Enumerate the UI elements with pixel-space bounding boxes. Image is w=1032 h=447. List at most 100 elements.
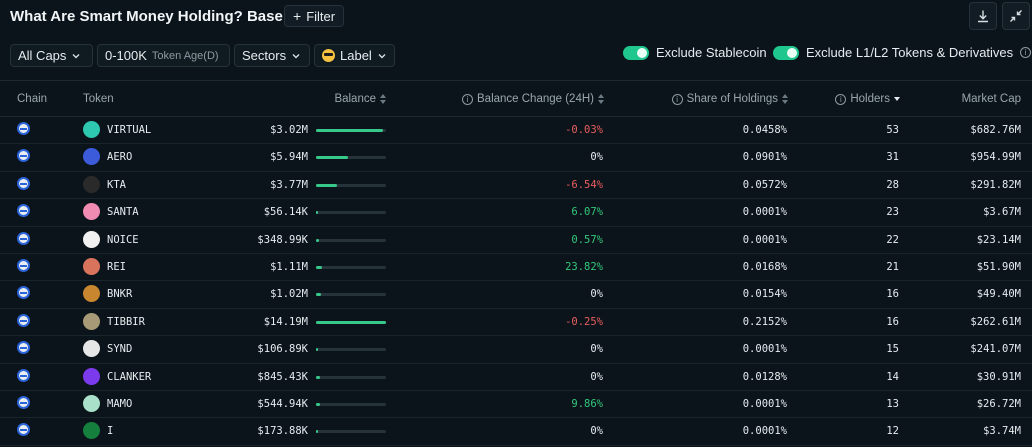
balance-bar-fill bbox=[316, 266, 322, 269]
table-row[interactable]: MAMO $544.94K 9.86% 0.0001% 13 $26.72M bbox=[0, 391, 1032, 419]
table-row[interactable]: NOICE $348.99K 0.57% 0.0001% 22 $23.14M bbox=[0, 227, 1032, 254]
table-row[interactable]: BNKR $1.02M 0% 0.0154% 16 $49.40M bbox=[0, 281, 1032, 309]
label-select[interactable]: Label bbox=[314, 44, 395, 67]
token-age-value: 0-100K bbox=[105, 48, 147, 63]
column-token: Token bbox=[83, 93, 114, 105]
exclude-stablecoin-control: Exclude Stablecoin bbox=[623, 45, 767, 60]
sort-icon bbox=[380, 94, 386, 104]
token-symbol[interactable]: SANTA bbox=[107, 206, 139, 219]
caps-select[interactable]: All Caps bbox=[10, 44, 93, 67]
holders-value: 23 bbox=[886, 206, 899, 219]
balance-change-value: 23.82% bbox=[565, 261, 603, 273]
table-row[interactable]: TIBBIR $14.19M -0.25% 0.2152% 16 $262.61… bbox=[0, 309, 1032, 337]
chevron-down-icon bbox=[378, 53, 386, 58]
token-age-select[interactable]: 0-100K Token Age(D) bbox=[97, 44, 230, 67]
column-market-cap-label: Market Cap bbox=[961, 93, 1021, 105]
share-value: 0.0001% bbox=[742, 425, 787, 438]
table-row[interactable]: KTA $3.77M -6.54% 0.0572% 28 $291.82M bbox=[0, 172, 1032, 200]
table-row[interactable]: VIRTUAL $3.02M -0.03% 0.0458% 53 $682.76… bbox=[0, 117, 1032, 145]
token-symbol[interactable]: BNKR bbox=[107, 288, 133, 301]
table-row[interactable]: CLANKER $845.43K 0% 0.0128% 14 $30.91M bbox=[0, 364, 1032, 391]
balance-value: $1.11M bbox=[270, 261, 308, 273]
column-balance[interactable]: Balance bbox=[334, 93, 386, 105]
market-cap-value: $23.14M bbox=[976, 233, 1021, 246]
balance-bar bbox=[316, 156, 386, 160]
balance-bar bbox=[316, 238, 386, 242]
balance-value: $106.89K bbox=[257, 343, 308, 356]
base-chain-icon bbox=[17, 176, 30, 190]
info-icon[interactable]: i bbox=[1020, 47, 1032, 58]
share-value: 0.0572% bbox=[742, 178, 787, 191]
token-symbol[interactable]: TIBBIR bbox=[107, 315, 145, 328]
token-symbol[interactable]: NOICE bbox=[107, 233, 139, 246]
sectors-select[interactable]: Sectors bbox=[234, 44, 310, 67]
balance-change-value: -6.54% bbox=[565, 178, 603, 191]
balance-value: $56.14K bbox=[263, 206, 308, 219]
token-symbol[interactable]: MAMO bbox=[107, 398, 133, 410]
market-cap-value: $51.90M bbox=[976, 261, 1021, 273]
token-symbol[interactable]: I bbox=[107, 425, 114, 438]
balance-bar bbox=[316, 403, 386, 406]
page-header: What Are Smart Money Holding? Base + Fil… bbox=[0, 0, 1032, 34]
balance-change-value: 0% bbox=[590, 343, 603, 356]
balance-value: $3.77M bbox=[270, 178, 308, 191]
sort-icon bbox=[782, 94, 788, 104]
token-symbol[interactable]: CLANKER bbox=[107, 370, 152, 383]
market-cap-value: $682.76M bbox=[970, 124, 1021, 136]
balance-bar-fill bbox=[316, 293, 321, 297]
market-cap-value: $241.07M bbox=[970, 343, 1021, 356]
column-holders-label: Holders bbox=[850, 93, 890, 105]
exclude-stablecoin-toggle[interactable] bbox=[623, 45, 649, 60]
market-cap-value: $3.67M bbox=[983, 206, 1021, 219]
column-share[interactable]: i Share of Holdings bbox=[671, 93, 788, 105]
exclude-l1l2-toggle[interactable] bbox=[773, 45, 799, 60]
table-row[interactable]: SYND $106.89K 0% 0.0001% 15 $241.07M bbox=[0, 336, 1032, 364]
table-row[interactable]: SANTA $56.14K 6.07% 0.0001% 23 $3.67M bbox=[0, 199, 1032, 227]
balance-bar bbox=[316, 320, 386, 324]
column-share-label: Share of Holdings bbox=[686, 93, 778, 105]
token-logo-icon bbox=[83, 285, 100, 303]
table-row[interactable]: REI $1.11M 23.82% 0.0168% 21 $51.90M bbox=[0, 254, 1032, 282]
market-cap-value: $3.74M bbox=[983, 425, 1021, 438]
column-balance-change[interactable]: i Balance Change (24H) bbox=[462, 93, 604, 105]
download-button[interactable] bbox=[969, 2, 997, 30]
filter-button[interactable]: + Filter bbox=[284, 5, 345, 27]
balance-change-value: 6.07% bbox=[571, 206, 603, 219]
share-value: 0.0458% bbox=[742, 124, 787, 136]
base-chain-icon bbox=[17, 313, 30, 327]
info-icon[interactable]: i bbox=[835, 93, 847, 105]
info-icon[interactable]: i bbox=[671, 93, 683, 105]
balance-change-value: 0% bbox=[590, 151, 603, 164]
holders-value: 53 bbox=[886, 124, 899, 136]
exclude-l1l2-label: Exclude L1/L2 Tokens & Derivatives bbox=[806, 45, 1014, 60]
token-symbol[interactable]: KTA bbox=[107, 178, 126, 191]
token-symbol[interactable]: SYND bbox=[107, 343, 133, 356]
column-market-cap[interactable]: Market Cap bbox=[962, 93, 1021, 105]
collapse-button[interactable] bbox=[1002, 2, 1030, 30]
token-logo-icon bbox=[83, 258, 100, 275]
filter-controls: All Caps 0-100K Token Age(D) Sectors Lab… bbox=[0, 44, 1032, 68]
token-logo-icon bbox=[83, 148, 100, 166]
token-symbol[interactable]: VIRTUAL bbox=[107, 124, 152, 136]
chevron-down-icon bbox=[292, 53, 300, 58]
token-symbol[interactable]: AERO bbox=[107, 151, 133, 164]
table-row[interactable]: AERO $5.94M 0% 0.0901% 31 $954.99M bbox=[0, 144, 1032, 172]
token-logo-icon bbox=[83, 312, 100, 330]
share-value: 0.0001% bbox=[742, 343, 787, 356]
balance-change-value: 9.86% bbox=[571, 398, 603, 410]
balance-bar-fill bbox=[316, 156, 348, 160]
balance-bar-fill bbox=[316, 211, 319, 215]
market-cap-value: $291.82M bbox=[970, 178, 1021, 191]
balance-bar bbox=[316, 129, 386, 132]
info-icon[interactable]: i bbox=[462, 93, 473, 105]
holders-value: 16 bbox=[886, 315, 899, 328]
holders-value: 31 bbox=[886, 151, 899, 164]
column-holders[interactable]: i Holders bbox=[835, 93, 900, 105]
token-logo-icon bbox=[83, 395, 100, 412]
token-symbol[interactable]: REI bbox=[107, 261, 126, 273]
table-row[interactable]: I $173.88K 0% 0.0001% 12 $3.74M bbox=[0, 418, 1032, 446]
sort-icon bbox=[598, 94, 604, 104]
market-cap-value: $26.72M bbox=[976, 398, 1021, 410]
balance-bar-fill bbox=[316, 238, 319, 242]
label-select-value: Label bbox=[340, 48, 372, 63]
